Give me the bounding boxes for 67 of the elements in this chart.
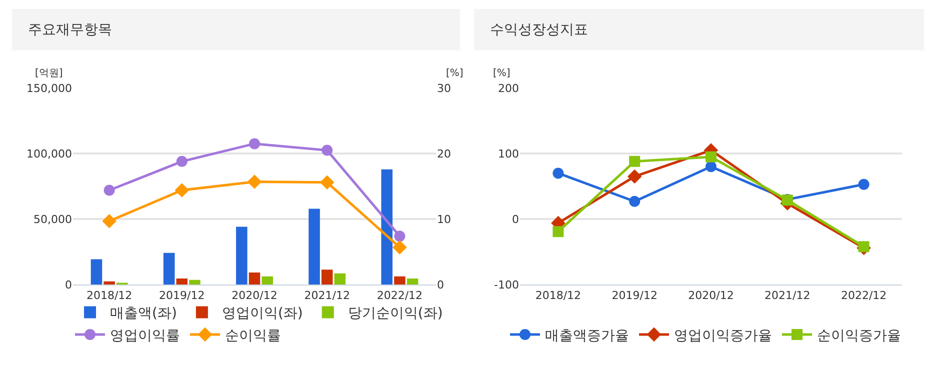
legend-label: 영업이익률 — [110, 328, 180, 344]
bar — [394, 276, 406, 285]
y-tick-label: 150,000 — [26, 82, 72, 95]
x-tick-label: 2022/12 — [840, 288, 887, 302]
y-tick-label: 100 — [498, 147, 519, 160]
x-tick-label: 2022/12 — [376, 288, 423, 302]
point — [320, 175, 334, 190]
x-tick-label: 2019/12 — [612, 288, 658, 302]
y2-tick-label: 30 — [437, 82, 451, 95]
bar — [406, 278, 418, 285]
point — [176, 156, 188, 167]
point — [249, 138, 260, 150]
bar — [381, 169, 393, 285]
point — [629, 156, 640, 167]
legend-label: 당기순이익(좌) — [348, 306, 443, 322]
point — [392, 240, 407, 254]
y2-tick-label: 0 — [437, 278, 444, 292]
legend-label: 영업이익(좌) — [222, 306, 303, 322]
y-axis-title: [%] — [493, 68, 510, 79]
y-axis-title: [억원] — [35, 68, 63, 79]
bar — [163, 252, 175, 285]
legend-label: 매출액증가율 — [545, 328, 629, 344]
point — [552, 168, 564, 179]
x-tick-label: 2021/12 — [764, 288, 810, 302]
bar — [90, 259, 102, 285]
point — [706, 151, 716, 162]
y-tick-label: 100,000 — [26, 147, 72, 160]
point — [706, 161, 716, 172]
y2-axis-title: [%] — [446, 68, 464, 79]
legend-label: 영업이익증가율 — [674, 328, 772, 344]
legend-label: 매출액(좌) — [110, 306, 177, 322]
point — [174, 183, 190, 198]
bar — [104, 281, 115, 285]
y-tick-label: 0 — [512, 212, 519, 226]
point — [552, 226, 564, 238]
bar — [176, 278, 188, 285]
y2-tick-label: 20 — [437, 147, 451, 160]
x-tick-label: 2018/12 — [535, 288, 582, 302]
point — [104, 184, 115, 196]
bar — [308, 208, 320, 285]
point — [394, 230, 406, 242]
y-tick-label: 200 — [498, 82, 519, 95]
legend-label: 순이익증가율 — [817, 328, 901, 344]
x-tick-label: 2020/12 — [232, 288, 278, 302]
point — [322, 144, 333, 156]
x-tick-label: 2021/12 — [304, 288, 350, 302]
x-tick-label: 2018/12 — [86, 288, 132, 302]
point — [627, 169, 642, 184]
bar — [236, 226, 248, 285]
bar — [189, 280, 200, 285]
point — [102, 214, 116, 228]
bar — [262, 276, 273, 285]
y-tick-label: -100 — [494, 278, 519, 292]
x-tick-label: 2019/12 — [159, 288, 205, 302]
chart-title: 주요재무항목 — [28, 22, 112, 38]
point — [629, 196, 640, 207]
point — [858, 178, 870, 190]
bar — [248, 272, 260, 285]
y-tick-label: 0 — [65, 278, 72, 292]
y2-tick-label: 10 — [437, 212, 451, 226]
bar — [321, 270, 333, 285]
chart-title: 수익성장성지표 — [490, 22, 588, 38]
x-tick-label: 2020/12 — [688, 288, 734, 302]
legend-label: 순이익률 — [225, 328, 281, 344]
bar — [334, 273, 346, 285]
point — [247, 174, 262, 189]
y-tick-label: 50,000 — [34, 212, 72, 226]
